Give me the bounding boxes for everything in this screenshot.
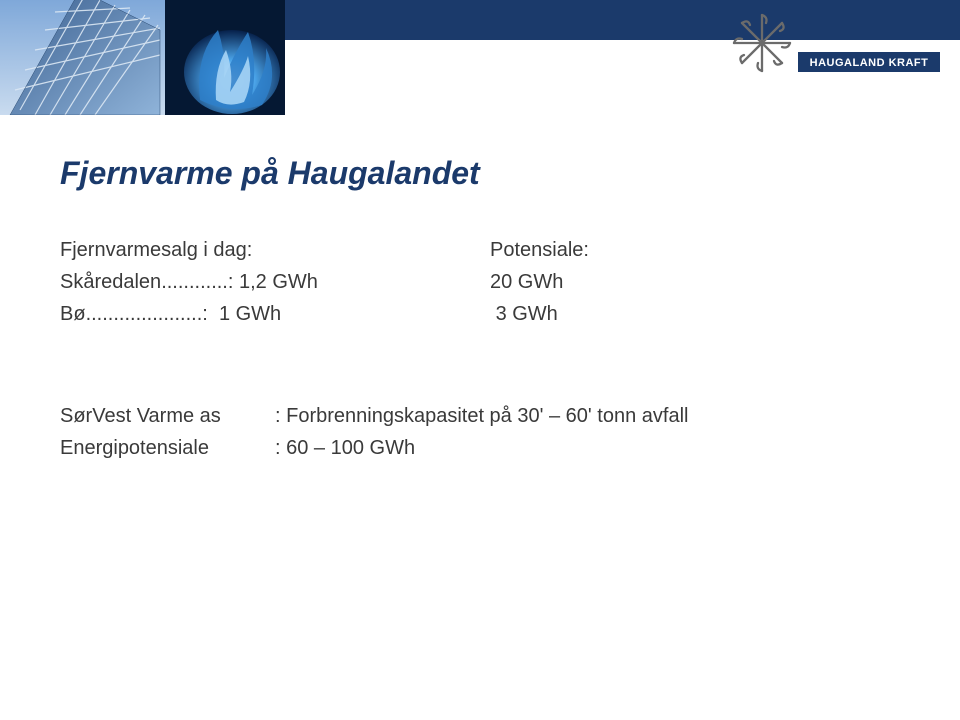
sales-row-left: Bø.....................: 1 GWh <box>60 299 490 331</box>
capacity-value: : Forbrenningskapasitet på 30' – 60' ton… <box>275 401 688 433</box>
slide-body: Fjernvarmesalg i dag: Skåredalen........… <box>60 235 688 465</box>
brand-text: HAUGALAND KRAFT <box>810 57 929 69</box>
sales-table: Fjernvarmesalg i dag: Skåredalen........… <box>60 235 688 331</box>
dots: ............ <box>161 271 228 293</box>
sales-row-current: 1,2 GWh <box>239 271 318 293</box>
capacity-label: Energipotensiale <box>60 433 275 465</box>
sales-row-potential: 20 GWh <box>490 267 589 299</box>
sales-heading-right: Potensiale: <box>490 235 589 267</box>
header-photo <box>0 0 285 115</box>
sales-row-current: 1 GWh <box>219 303 281 325</box>
slide-title: Fjernvarme på Haugalandet <box>60 155 480 192</box>
capacity-table: SørVest Varme as Energipotensiale : Forb… <box>60 401 688 465</box>
capacity-value: : 60 – 100 GWh <box>275 433 688 465</box>
sales-heading-left: Fjernvarmesalg i dag: <box>60 235 490 267</box>
brand-logo: HAUGALAND KRAFT <box>710 10 940 100</box>
slide-header: HAUGALAND KRAFT <box>0 0 960 115</box>
sales-row-left: Skåredalen............: 1,2 GWh <box>60 267 490 299</box>
sales-row-potential: 3 GWh <box>490 299 589 331</box>
capacity-label: SørVest Varme as <box>60 401 275 433</box>
sales-row-name: Bø <box>60 303 86 325</box>
dots: ..................... <box>86 303 203 325</box>
sales-row-name: Skåredalen <box>60 271 161 293</box>
